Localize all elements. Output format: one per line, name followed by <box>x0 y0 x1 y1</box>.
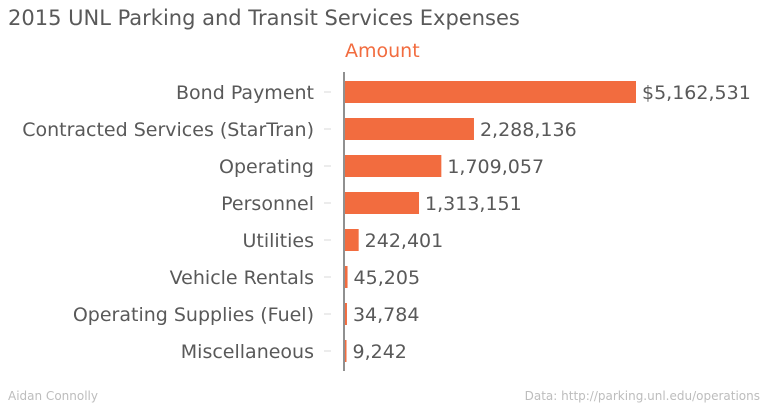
category-label: Personnel <box>221 193 314 215</box>
category-label: Miscellaneous <box>181 341 314 363</box>
data-label: 34,784 <box>353 304 419 326</box>
category-label: Operating <box>219 156 314 178</box>
data-label: 1,313,151 <box>425 193 522 215</box>
category-label: Operating Supplies (Fuel) <box>73 304 314 326</box>
bar <box>345 340 347 362</box>
category-label: Vehicle Rentals <box>170 267 314 289</box>
data-label: 2,288,136 <box>480 119 577 141</box>
bar <box>345 229 359 251</box>
category-label: Bond Payment <box>176 82 314 104</box>
bar <box>345 303 347 325</box>
series-label: Amount <box>345 40 420 62</box>
bar <box>345 118 474 140</box>
category-label: Contracted Services (StarTran) <box>22 119 314 141</box>
data-label: $5,162,531 <box>642 82 751 104</box>
data-label: 45,205 <box>354 267 420 289</box>
data-source: Data: http://parking.unl.edu/operations <box>524 389 760 403</box>
data-label: 1,709,057 <box>447 156 544 178</box>
bar <box>345 81 636 103</box>
category-label: Utilities <box>242 230 314 252</box>
data-label: 9,242 <box>353 341 407 363</box>
data-label: 242,401 <box>365 230 444 252</box>
bar <box>345 155 442 177</box>
chart-title: 2015 UNL Parking and Transit Services Ex… <box>8 6 520 30</box>
bar <box>345 192 420 214</box>
bar <box>345 266 348 288</box>
author-credit: Aidan Connolly <box>8 389 98 403</box>
